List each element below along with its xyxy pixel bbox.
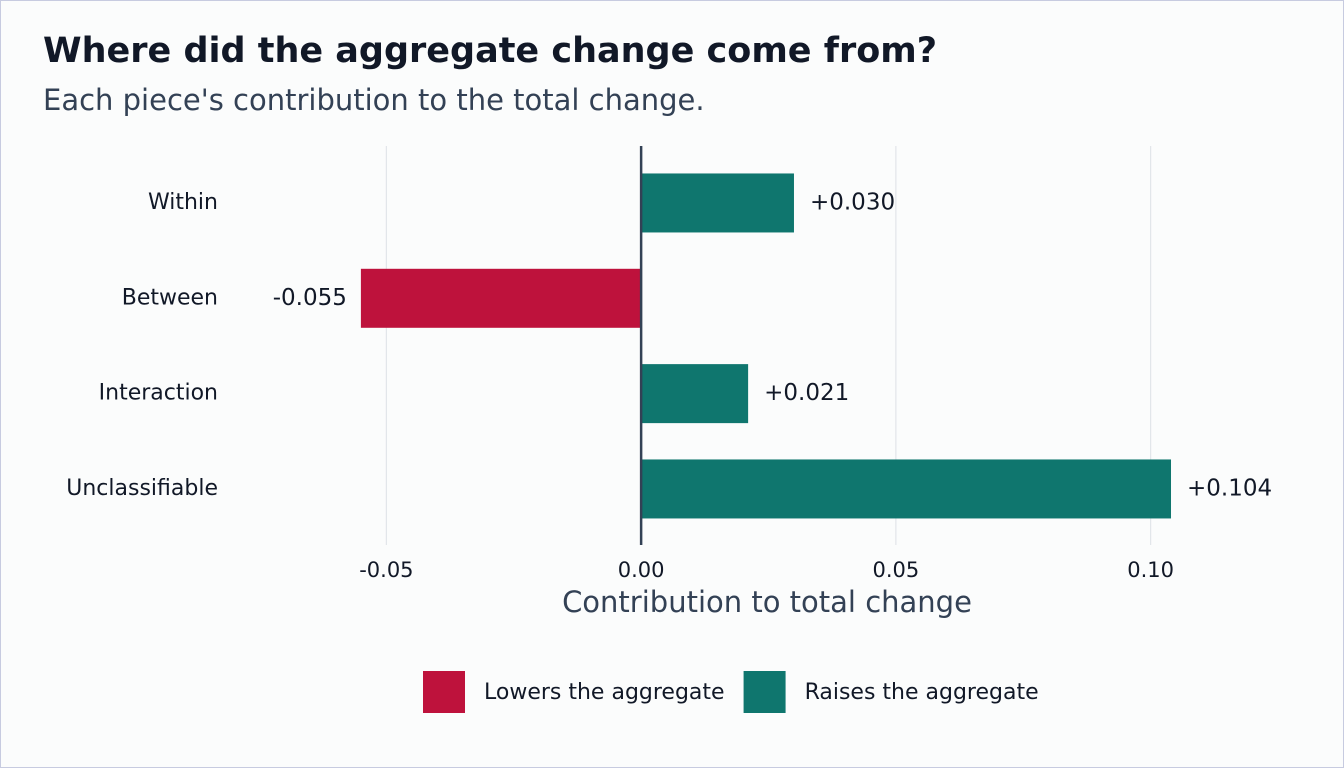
y-tick-label: Unclassifiable: [66, 476, 218, 501]
value-label: +0.104: [1187, 475, 1272, 501]
value-label: +0.021: [764, 380, 849, 406]
x-tick-label: 0.10: [1127, 558, 1174, 582]
bar: [641, 173, 794, 233]
bar: [360, 268, 642, 328]
x-tick-label: 0.00: [618, 558, 665, 582]
y-tick-label: Between: [122, 285, 218, 310]
x-tick-label: 0.05: [872, 558, 919, 582]
chart-title: Where did the aggregate change come from…: [43, 31, 937, 71]
bar: [641, 364, 749, 424]
legend-swatch: [743, 671, 786, 713]
bar: [641, 459, 1172, 519]
y-tick-label: Within: [148, 190, 218, 215]
legend-swatch: [423, 671, 465, 713]
chart-subtitle: Each piece's contribution to the total c…: [43, 83, 705, 117]
value-label: -0.055: [273, 285, 347, 311]
x-tick-label: -0.05: [359, 558, 413, 582]
legend-label: Raises the aggregate: [805, 680, 1039, 705]
legend-label: Lowers the aggregate: [484, 680, 725, 705]
x-axis-title: Contribution to total change: [562, 585, 972, 619]
y-tick-label: Interaction: [99, 381, 218, 406]
value-label: +0.030: [810, 189, 895, 215]
